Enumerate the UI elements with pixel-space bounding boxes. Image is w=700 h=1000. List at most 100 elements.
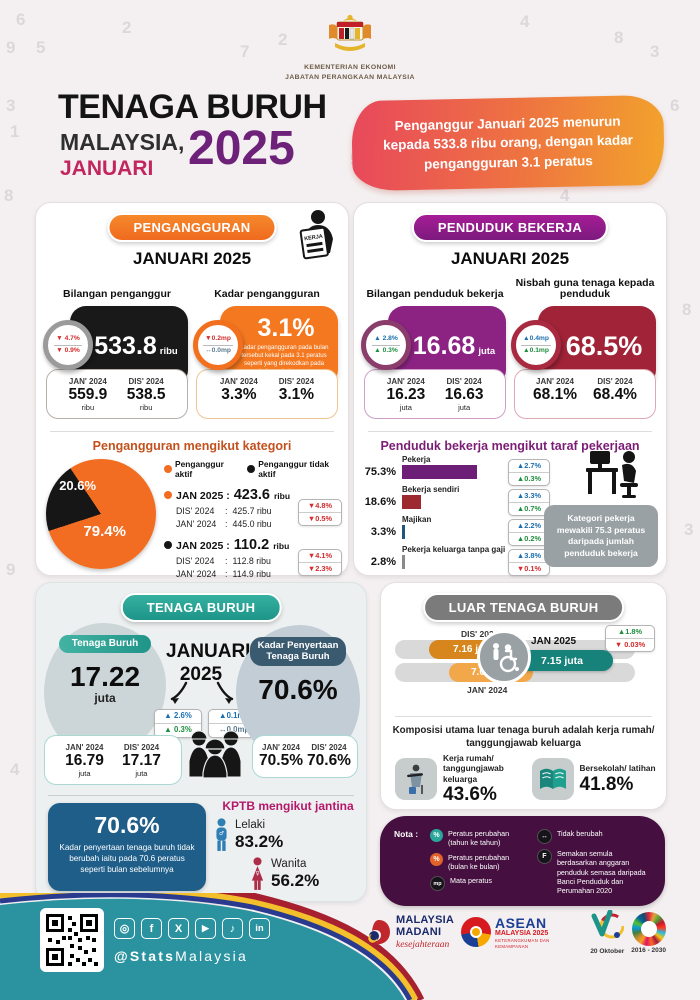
active-current-label: JAN 2025 :	[176, 490, 230, 502]
cmp-label: JAN' 2024	[536, 377, 574, 386]
unemployed-count-value: 533.8	[94, 331, 157, 360]
bar	[402, 465, 478, 479]
percent-mom-icon: %	[430, 852, 443, 866]
comparison-col: DIS' 2024 538.5 ribu	[127, 377, 166, 411]
jan2024-label: JAN' 2024	[467, 685, 508, 695]
page-subtitle: MALAYSIA,	[60, 129, 185, 155]
schooling-item: Bersekolah/ latihan 41.8%	[531, 753, 661, 806]
sdg-wheel-icon	[631, 911, 666, 946]
bar-pct: 18.6%	[364, 496, 396, 508]
employed-card: PENDUDUK BEKERJA JANUARI 2025 Bilangan p…	[353, 202, 667, 577]
sdg-caption: 2016 - 2030	[631, 946, 666, 954]
facebook-icon: f	[141, 918, 162, 939]
labour-force-blob: Tenaga Buruh 17.22 juta	[44, 623, 166, 757]
mom-change: ▼ 0.9%	[56, 346, 80, 354]
bar-change-badge: ▲2.7% ▲0.3%	[508, 459, 550, 487]
bar	[402, 495, 421, 509]
mom-change: ▼0.1%	[509, 562, 549, 575]
yoy-change: ▲0.4mp	[521, 334, 551, 346]
comparison-col: DIS' 2024 17.17 juta	[122, 743, 161, 777]
cmp-label: DIS' 2024	[278, 377, 315, 386]
handle-rest: Malaysia	[175, 948, 248, 964]
male-row: ♂ Lelaki 83.2%	[214, 818, 362, 852]
divider	[48, 795, 354, 796]
cmp-value: 16.79	[65, 752, 104, 769]
cmp-value: 16.23	[386, 386, 426, 403]
employed-count-unit: juta	[478, 345, 496, 357]
yoy-change: ▲ 2.6%	[164, 711, 192, 720]
asean-tagline: KETERANGKUMAN DAN KEMAMPANAN	[495, 938, 550, 949]
inactive-current-unit: ribu	[273, 541, 290, 551]
qr-code	[40, 908, 104, 972]
yoy-change: ▼ 4.7%	[54, 334, 82, 346]
female-label: Wanita	[271, 857, 307, 870]
bg-digit: 4	[560, 186, 570, 205]
inactive-current-row: JAN 2025 : 110.2 ribu	[164, 537, 296, 553]
unemployment-rate-change-badge: ▼0.2mp ↔0.0mp	[193, 320, 243, 370]
legend-active-label: Penganggur aktif	[175, 459, 224, 479]
legend-inactive: Penganggur tidak aktif	[247, 459, 342, 479]
unemployment-rate-stat: Kadar pengangguran ▼0.2mp ↔0.0mp 3.1% Ka…	[193, 277, 338, 386]
schooling-value: 41.8%	[579, 773, 634, 795]
highlight-banner: Penganggur Januari 2025 menurun kepada 5…	[351, 94, 665, 192]
legend-active-dot	[164, 465, 172, 473]
bar-row-pekerja: Pekerja 75.3% ▲2.7% ▲0.3%	[362, 455, 562, 487]
cmp-label: JAN' 2024	[262, 743, 300, 752]
unemployment-rate-comparison: JAN' 2024 3.3% DIS' 2024 3.1%	[196, 369, 338, 420]
kptb-value: 70.6%	[258, 673, 338, 705]
row-value: 425.7 ribu	[232, 506, 272, 516]
employed-note: Kategori pekerja mewakili 75.3 peratus d…	[544, 505, 658, 568]
female-value: 56.2%	[271, 870, 320, 890]
cmp-unit: ribu	[81, 402, 95, 412]
asean-swirl-icon	[461, 917, 492, 948]
madani-text: MALAYSIA MADANI kesejahteraan	[396, 915, 454, 950]
housework-icon	[395, 758, 437, 801]
comparison-col: JAN' 2024 559.9 ribu	[68, 377, 107, 411]
employment-ratio-change-badge: ▲0.4mp ▲0.1mp	[511, 320, 561, 370]
cmp-value: 70.5%	[259, 752, 303, 769]
mom-change: ↔0.0mp	[209, 722, 259, 737]
mom-change: ▲0.3%	[509, 472, 549, 485]
cmp-unit: juta	[135, 768, 148, 778]
madani-emblem-icon	[368, 919, 390, 944]
male-value: 83.2%	[235, 831, 284, 851]
kptb-gender-title: KPTB mengikut jantina	[222, 799, 354, 813]
unemployment-period: JANUARI 2025	[132, 249, 252, 268]
unemployed-count-comparison: JAN' 2024 559.9 ribu DIS' 2024 538.5 rib…	[46, 369, 188, 420]
unemployment-section-pill: PENGANGGURAN	[107, 213, 277, 242]
bg-digit: 4	[10, 760, 20, 779]
bar-pct: 2.8%	[370, 556, 396, 568]
active-unemployed-block: JAN 2025 : 423.6 ribu DIS' 2024: 425.7 r…	[164, 487, 342, 529]
bg-digit: 7	[240, 42, 250, 61]
labour-force-section-pill: TENAGA BURUH	[120, 593, 282, 622]
yoy-change: ▲1.8%	[617, 627, 643, 636]
cmp-label: JAN' 2024	[386, 377, 425, 386]
inactive-current-label: JAN 2025 :	[176, 540, 230, 552]
outside-lf-change-badge: ▲1.8% ▼ 0.03%	[605, 625, 655, 653]
active-jan-row: JAN' 2024: 445.0 ribu	[176, 519, 272, 529]
cmp-label: DIS' 2024	[311, 743, 347, 752]
bar-change-badge: ▲3.8% ▼0.1%	[508, 549, 550, 577]
cmp-value: 68.1%	[533, 386, 577, 403]
row-value: 112.8 ribu	[232, 556, 271, 566]
bar-category: Pekerja	[402, 455, 431, 464]
active-current-unit: ribu	[274, 491, 291, 501]
yoy-change: ▲ 2.8%	[372, 334, 400, 346]
dis2024-label: DIS' 2024	[461, 629, 499, 639]
unemployment-card: PENGANGGURAN JANUARI 2025 KERJA Bilangan…	[35, 202, 349, 579]
cmp-unit: ribu	[139, 402, 153, 412]
category-chart-title: Pengangguran mengikut kategori	[92, 439, 292, 453]
cmp-value: 3.3%	[221, 386, 257, 403]
active-current-value: 423.6	[233, 487, 270, 503]
legend-inactive-label: Penganggur tidak aktif	[258, 459, 329, 479]
pie-inactive-label: 20.6%	[59, 477, 97, 493]
cmp-label: DIS' 2024	[123, 743, 160, 752]
pie-active-label: 79.4%	[83, 522, 126, 540]
nota-box: Nota : % Peratus perubahan (tahun ke tah…	[380, 816, 665, 906]
asean-malaysia-2025-logo: ASEAN MALAYSIA 2025 KETERANGKUMAN DAN KE…	[461, 916, 583, 950]
nota-item-unchanged: ↔ Tidak berubah	[536, 829, 653, 844]
bg-digit: 3	[684, 520, 694, 539]
active-current-row: JAN 2025 : 423.6 ribu	[164, 487, 296, 503]
tiktok-icon: ♪	[222, 918, 243, 939]
labour-force-pill: Tenaga Buruh	[58, 635, 152, 653]
